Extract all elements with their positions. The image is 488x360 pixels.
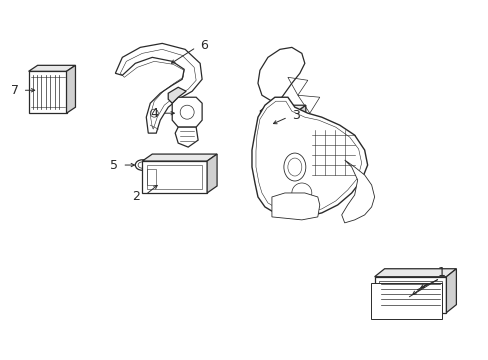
Polygon shape	[260, 105, 305, 111]
Polygon shape	[370, 283, 442, 319]
Polygon shape	[251, 97, 367, 217]
Polygon shape	[142, 154, 217, 161]
Polygon shape	[168, 87, 186, 103]
Text: 4: 4	[150, 107, 158, 120]
Bar	[264, 115, 293, 133]
Polygon shape	[260, 111, 297, 137]
Polygon shape	[66, 65, 75, 113]
Ellipse shape	[135, 160, 149, 170]
Polygon shape	[271, 193, 319, 220]
Text: 3: 3	[291, 109, 299, 122]
Polygon shape	[374, 269, 455, 277]
Polygon shape	[115, 44, 202, 133]
Polygon shape	[29, 71, 66, 113]
Polygon shape	[258, 48, 304, 101]
Text: 5: 5	[110, 158, 118, 172]
Bar	[378, 281, 442, 309]
Polygon shape	[374, 277, 446, 312]
Text: 1: 1	[437, 266, 445, 279]
Text: 2: 2	[132, 190, 140, 203]
Polygon shape	[142, 161, 207, 193]
Polygon shape	[341, 160, 374, 223]
Bar	[147, 165, 202, 189]
Polygon shape	[29, 65, 75, 71]
Text: 6: 6	[200, 39, 207, 52]
Text: 7: 7	[11, 84, 19, 97]
Polygon shape	[297, 105, 305, 137]
Polygon shape	[175, 127, 198, 147]
Polygon shape	[172, 97, 202, 127]
Polygon shape	[446, 269, 455, 312]
Polygon shape	[207, 154, 217, 193]
